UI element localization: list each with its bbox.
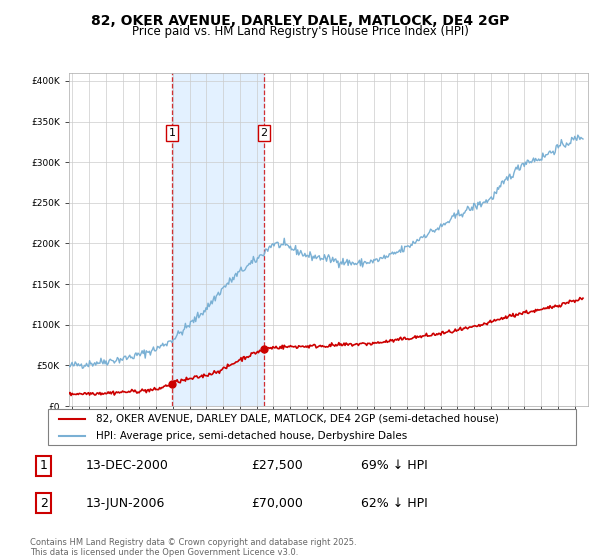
Text: Price paid vs. HM Land Registry's House Price Index (HPI): Price paid vs. HM Land Registry's House … [131,25,469,38]
Text: 13-DEC-2000: 13-DEC-2000 [85,459,168,473]
Text: HPI: Average price, semi-detached house, Derbyshire Dales: HPI: Average price, semi-detached house,… [95,431,407,441]
Text: 1: 1 [169,128,176,138]
Text: 62% ↓ HPI: 62% ↓ HPI [361,497,428,510]
FancyBboxPatch shape [48,409,576,445]
Text: 2: 2 [260,128,268,138]
Text: 82, OKER AVENUE, DARLEY DALE, MATLOCK, DE4 2GP (semi-detached house): 82, OKER AVENUE, DARLEY DALE, MATLOCK, D… [95,414,499,424]
Text: 69% ↓ HPI: 69% ↓ HPI [361,459,428,473]
Text: 13-JUN-2006: 13-JUN-2006 [85,497,164,510]
Text: Contains HM Land Registry data © Crown copyright and database right 2025.
This d: Contains HM Land Registry data © Crown c… [30,538,356,557]
Text: £27,500: £27,500 [251,459,302,473]
Bar [172,73,264,406]
Text: 1: 1 [40,459,48,473]
Text: £70,000: £70,000 [251,497,302,510]
Text: 2: 2 [40,497,48,510]
Text: 82, OKER AVENUE, DARLEY DALE, MATLOCK, DE4 2GP: 82, OKER AVENUE, DARLEY DALE, MATLOCK, D… [91,14,509,28]
